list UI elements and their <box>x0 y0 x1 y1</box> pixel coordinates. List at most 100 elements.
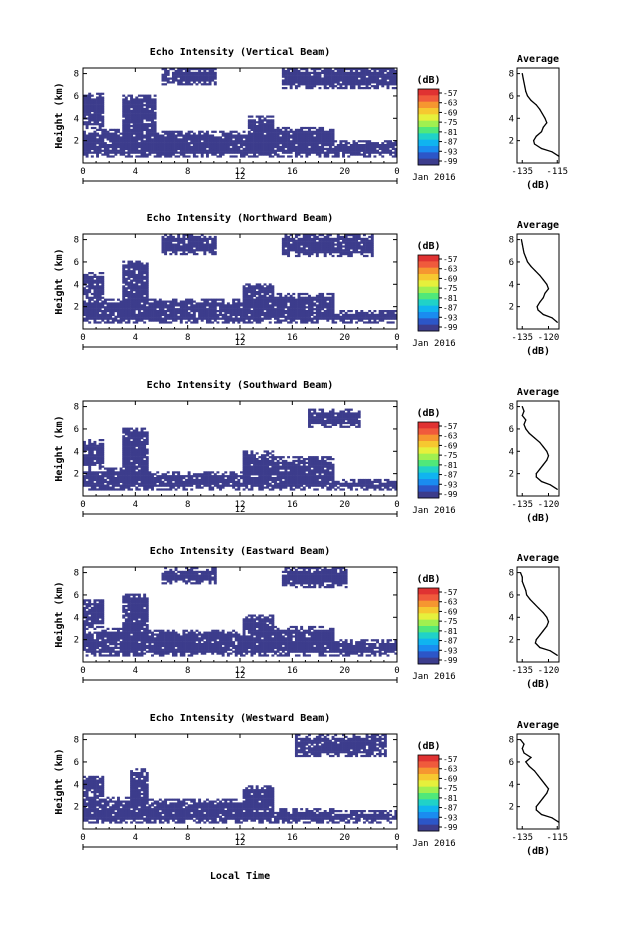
echo-cell <box>362 77 366 80</box>
echo-cell <box>177 245 181 248</box>
echo-cell <box>151 119 154 122</box>
echo-cell <box>148 136 152 139</box>
echo-cell <box>143 283 147 286</box>
echo-cell <box>271 294 275 297</box>
echo-cell <box>127 275 131 278</box>
echo-cell <box>281 155 285 158</box>
echo-cell <box>171 71 175 74</box>
echo-cell <box>250 145 254 149</box>
echo-cell <box>85 448 89 451</box>
echo-cell <box>279 294 283 297</box>
echo-cell <box>360 69 364 73</box>
echo-cell <box>389 145 393 149</box>
echo-cell <box>347 155 351 158</box>
echo-cell <box>342 73 345 76</box>
echo-cell <box>279 296 283 299</box>
echo-cell <box>164 151 168 154</box>
echo-cell <box>83 281 86 284</box>
echo-cell <box>321 300 325 303</box>
echo-cell <box>305 134 309 137</box>
echo-cell <box>357 243 361 246</box>
echo-cell <box>310 239 314 242</box>
echo-cell <box>326 235 330 239</box>
echo-cell <box>179 245 183 248</box>
echo-cell <box>287 81 291 84</box>
echo-cell <box>137 266 141 269</box>
echo-cell <box>130 302 134 305</box>
echo-cell <box>271 315 275 318</box>
echo-cell <box>156 317 160 320</box>
echo-cell <box>334 239 338 242</box>
echo-cell <box>292 69 296 73</box>
echo-cell <box>376 87 379 90</box>
echo-cell <box>211 300 215 303</box>
echo-cell <box>297 130 301 133</box>
echo-cell <box>137 123 141 126</box>
echo-cell <box>331 292 335 296</box>
echo-cell <box>258 294 262 297</box>
echo-cell <box>101 102 105 105</box>
echo-cell <box>313 142 317 145</box>
echo-cell <box>158 145 162 149</box>
echo-cell <box>315 144 319 147</box>
echo-cell <box>213 145 217 149</box>
colorbar-swatch <box>418 261 439 269</box>
echo-cell <box>394 140 398 143</box>
echo-cell <box>130 262 134 265</box>
echo-cell <box>114 315 118 318</box>
echo-cell <box>122 106 126 109</box>
echo-cell <box>287 315 291 318</box>
echo-cell <box>161 138 165 141</box>
echo-cell <box>103 306 107 309</box>
echo-cell <box>145 117 149 120</box>
echo-cell <box>85 140 89 143</box>
echo-cell <box>310 147 314 150</box>
echo-cell <box>127 119 131 122</box>
echo-cell <box>169 249 173 252</box>
echo-cell <box>315 249 319 252</box>
echo-cell <box>145 107 149 111</box>
echo-cell <box>179 79 183 82</box>
echo-cell <box>88 440 92 444</box>
echo-cell <box>342 77 345 80</box>
echo-cell <box>289 147 293 150</box>
echo-cell <box>137 304 141 307</box>
colorbar-tick-label: -99 <box>443 323 458 332</box>
echo-cell <box>187 130 191 133</box>
echo-cell <box>85 313 89 316</box>
echo-cell <box>302 149 306 152</box>
echo-cell <box>260 126 264 130</box>
echo-cell <box>208 138 212 141</box>
echo-cell <box>305 243 309 246</box>
echo-cell <box>352 75 356 78</box>
echo-cell <box>373 321 377 324</box>
echo-cell <box>132 308 136 311</box>
echo-cell <box>151 126 154 130</box>
echo-cell <box>315 151 319 154</box>
echo-cell <box>148 319 152 322</box>
echo-cell <box>336 247 340 250</box>
echo-cell <box>334 68 338 71</box>
echo-cell <box>151 117 154 120</box>
echo-cell <box>158 134 162 137</box>
echo-cell <box>297 234 301 237</box>
echo-cell <box>344 142 348 145</box>
echo-cell <box>373 315 377 318</box>
echo-cell <box>381 68 385 71</box>
echo-cell <box>127 113 131 116</box>
echo-cell <box>130 317 134 320</box>
echo-cell <box>177 134 181 137</box>
echo-cell <box>177 155 181 158</box>
echo-cell <box>106 475 110 478</box>
echo-cell <box>357 241 361 244</box>
echo-cell <box>101 92 105 95</box>
echo-cell <box>284 79 288 82</box>
echo-cell <box>90 454 94 457</box>
echo-cell <box>171 132 175 135</box>
echo-cell <box>242 315 246 318</box>
echo-cell <box>119 138 123 141</box>
echo-cell <box>310 68 314 71</box>
echo-cell <box>190 75 194 78</box>
echo-cell <box>370 315 374 318</box>
echo-cell <box>93 134 97 137</box>
